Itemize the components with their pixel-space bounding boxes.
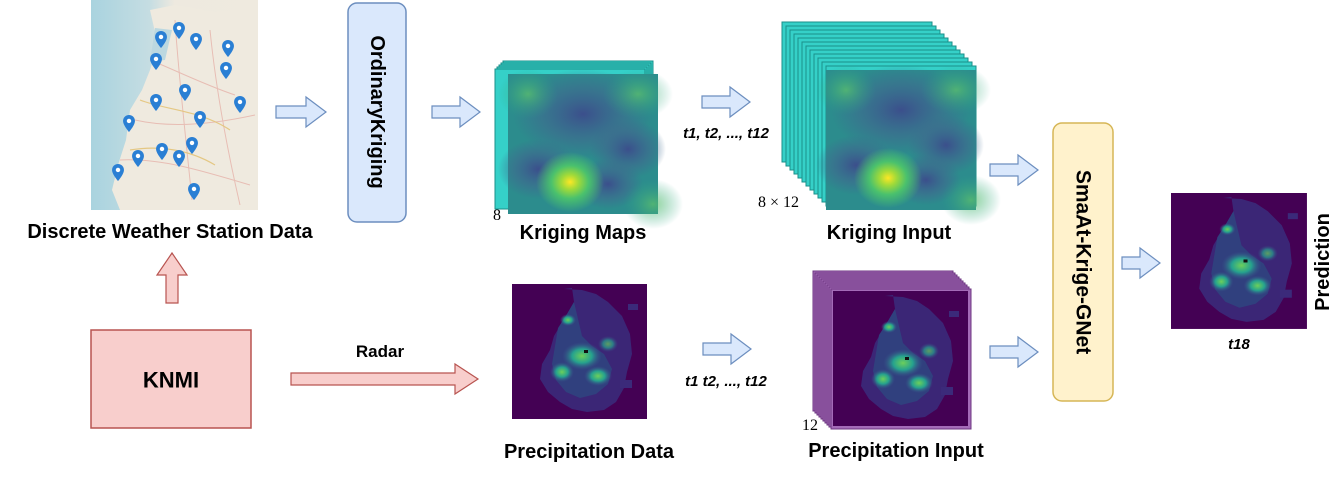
- arrow-kriging-to-maps: [431, 95, 481, 129]
- precip-input-count: 12: [802, 417, 818, 434]
- precip-input-stack: [812, 270, 972, 430]
- model-label: SmaAt-Krige-GNet: [1072, 170, 1095, 354]
- arrow-knmi-to-stations: [155, 251, 189, 304]
- kriging-time-label: t1, t2, ..., t12: [683, 125, 770, 142]
- arrow-precip-input-to-model: [989, 335, 1039, 369]
- ordinary-kriging-label: OrdinaryKriging: [366, 35, 388, 188]
- weather-station-map: [91, 0, 258, 210]
- ordinary-kriging-box: OrdinaryKriging: [347, 2, 407, 223]
- arrow-maps-to-input: [701, 85, 751, 119]
- kriging-input-count: 8 × 12: [758, 194, 799, 211]
- model-box: SmaAt-Krige-GNet: [1052, 122, 1114, 402]
- radar-label: Radar: [356, 342, 405, 361]
- knmi-box: KNMI: [90, 329, 252, 429]
- weather-station-label: Discrete Weather Station Data: [27, 221, 313, 243]
- arrow-kriging-input-to-model: [989, 153, 1039, 187]
- arrow-model-to-prediction: [1121, 246, 1161, 280]
- precip-input-label: Precipitation Input: [808, 440, 984, 462]
- arrow-precip-to-input: [702, 332, 752, 366]
- arrow-map-to-kriging: [275, 95, 327, 129]
- kriging-input-stack: [781, 21, 1001, 225]
- prediction-time-label: t18: [1228, 336, 1250, 353]
- kriging-maps-label: Kriging Maps: [520, 222, 647, 244]
- prediction-label: Prediction: [1312, 213, 1334, 311]
- precip-time-label: t1 t2, ..., t12: [685, 373, 767, 390]
- precip-data-label: Precipitation Data: [504, 441, 675, 463]
- arrow-knmi-to-precip: [290, 362, 480, 396]
- kriging-maps-count: 8: [493, 207, 501, 224]
- kriging-maps-stack: [494, 60, 683, 229]
- prediction-image: [1171, 193, 1307, 329]
- kriging-input-label: Kriging Input: [827, 222, 952, 244]
- precip-data-image: [512, 284, 647, 419]
- knmi-label: KNMI: [143, 368, 199, 393]
